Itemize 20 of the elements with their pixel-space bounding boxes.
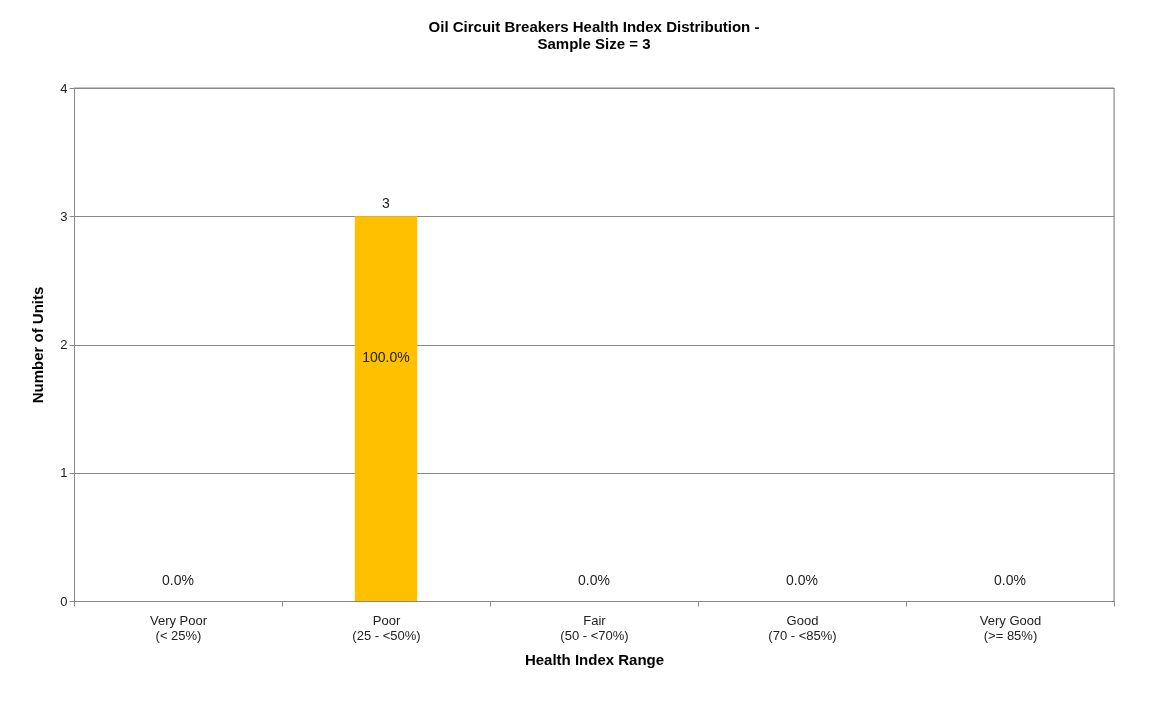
- x-axis-title: Health Index Range: [524, 650, 665, 668]
- annotation: 0.0%: [994, 572, 1026, 588]
- x-tick-label: Very Poor (< 25%): [149, 612, 208, 643]
- y-tick-label: 4: [60, 80, 68, 96]
- annotation: 0.0%: [162, 572, 194, 588]
- annotation: 0.0%: [578, 572, 610, 588]
- text: Oil Circuit Breakers Health Index Distribution -: [428, 18, 760, 35]
- y-tick-label: 3: [60, 208, 68, 224]
- text: Sample Size = 3: [537, 35, 651, 52]
- x-tick-label: Fair (50 - <70%): [560, 612, 629, 643]
- x-tick-label: Very Good (>= 85%): [979, 612, 1042, 643]
- y-axis-title: Number of Units: [29, 286, 47, 404]
- annotation: 0.0%: [786, 572, 818, 588]
- annotation: 100.0%: [362, 348, 410, 365]
- data-label: 3: [382, 195, 391, 212]
- x-tick-label: Good (70 - <85%): [768, 612, 837, 643]
- x-tick-label: Poor (25 - <50%): [352, 612, 421, 643]
- y-tick-label: 2: [60, 337, 68, 352]
- y-tick-label: 1: [60, 465, 68, 481]
- y-tick-label: 0: [60, 593, 68, 609]
